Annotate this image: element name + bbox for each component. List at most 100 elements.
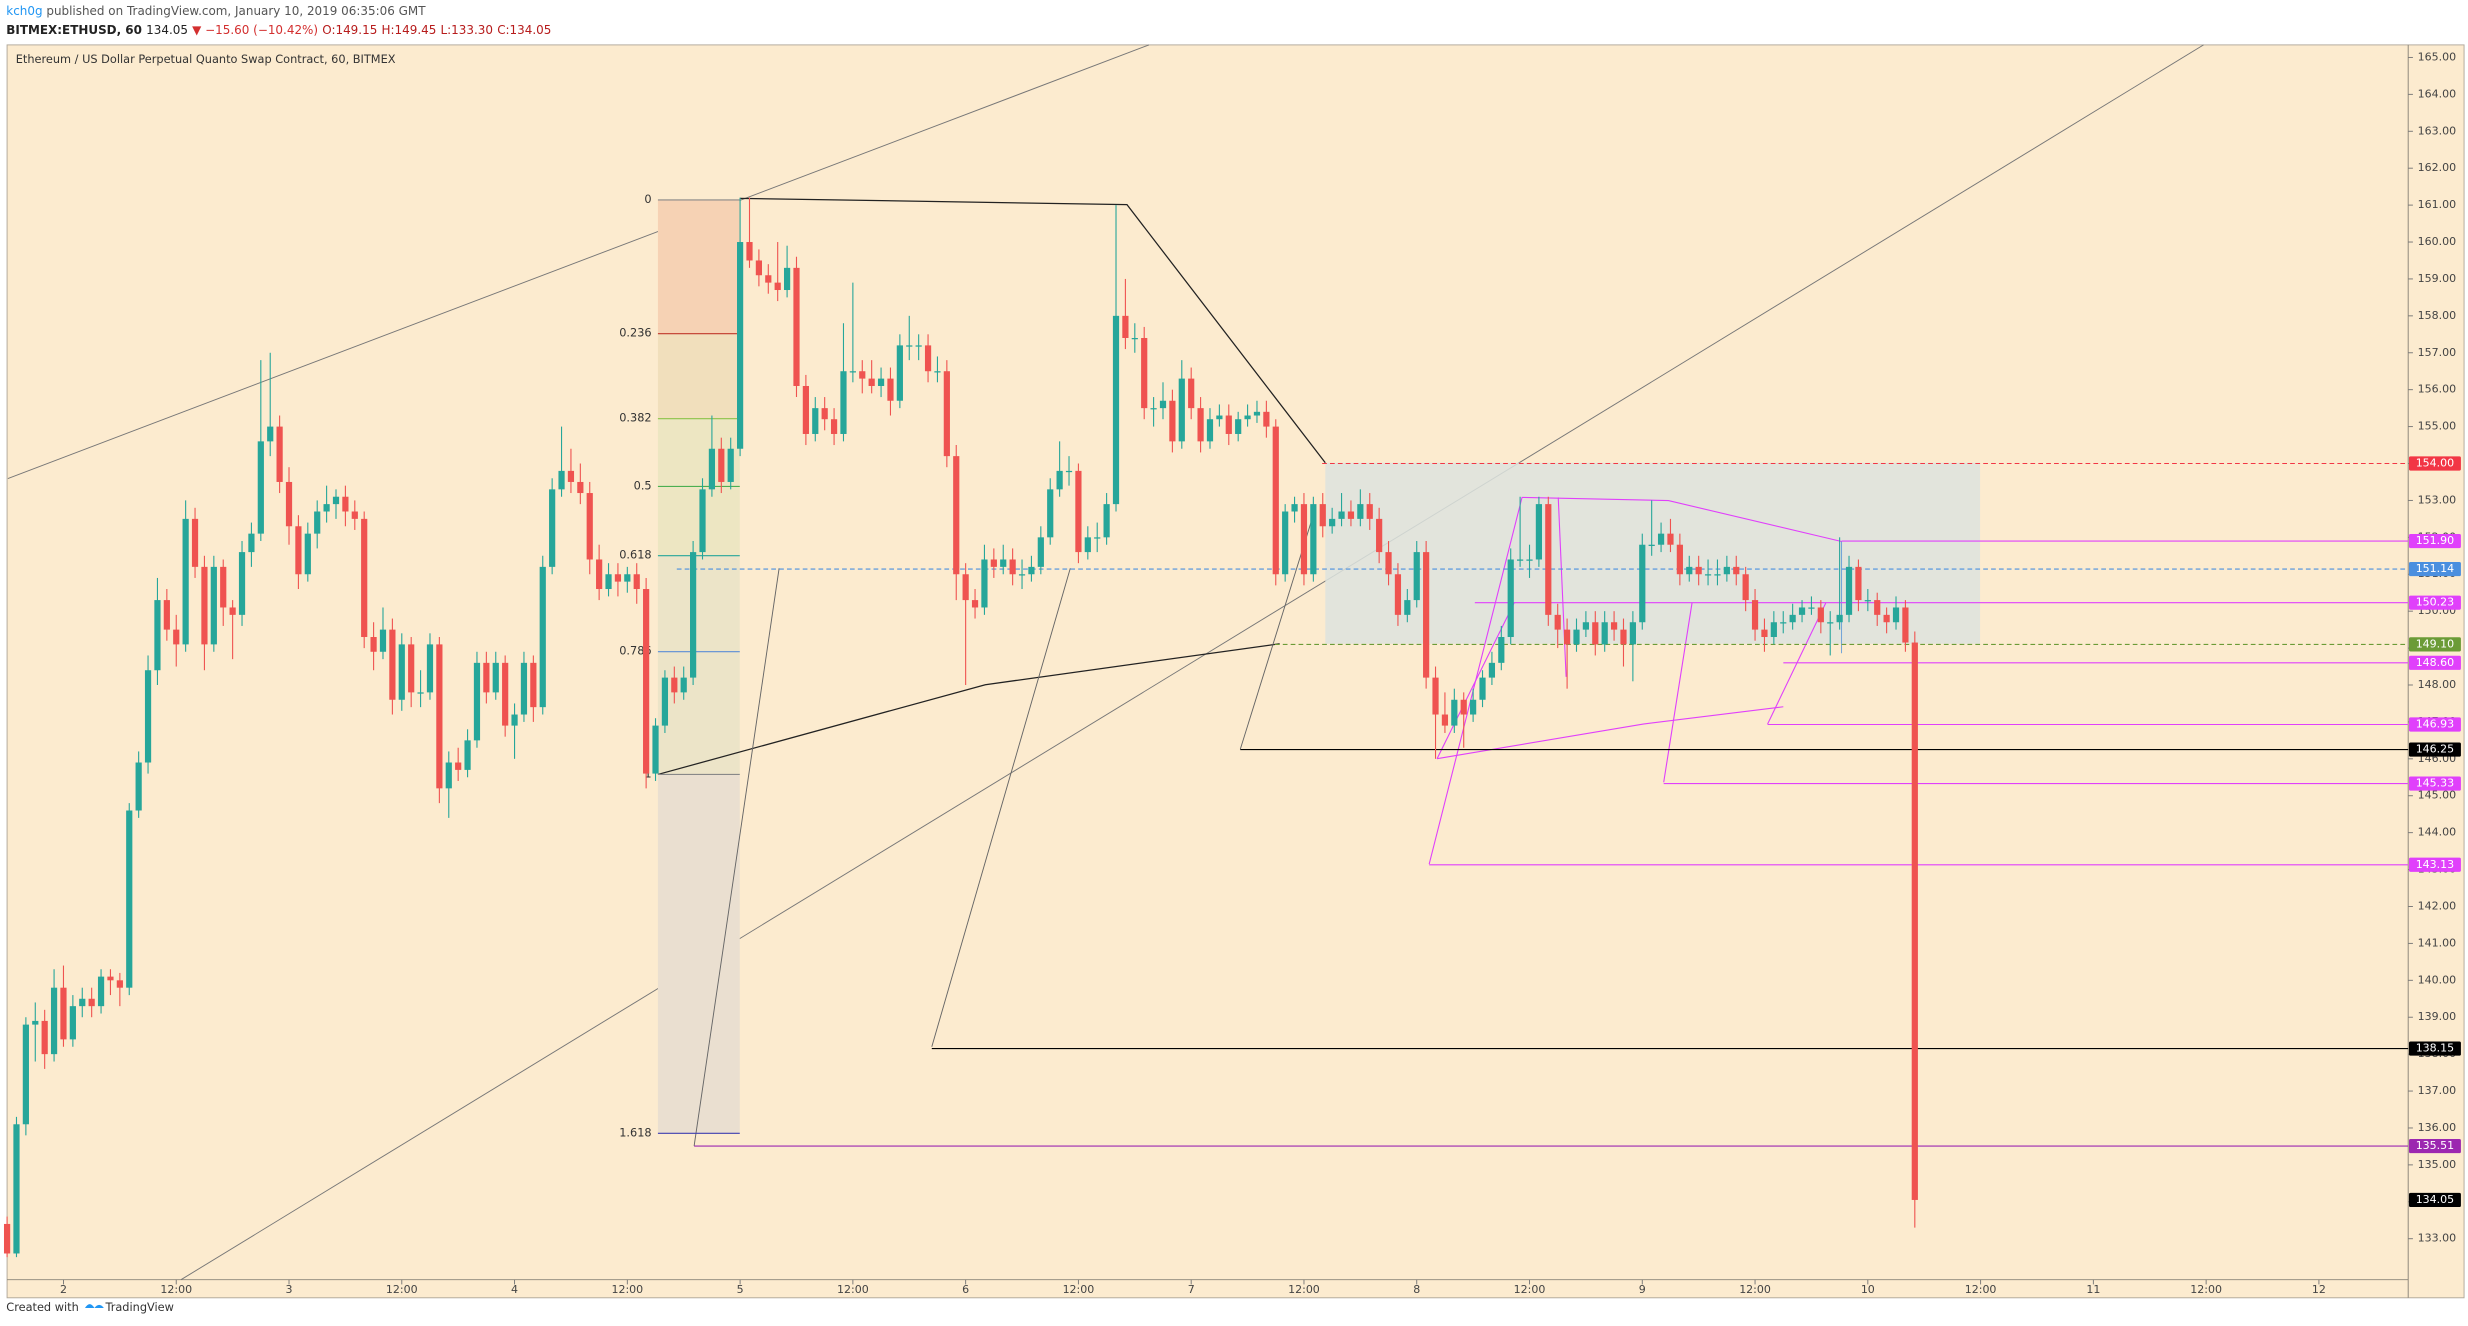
candle-body [502,662,509,726]
candle-body [1084,537,1091,553]
candle-body [1272,426,1279,575]
candle-body [1253,411,1261,416]
x-tick-label: 12:00 [837,1283,869,1296]
candle-body [1423,552,1430,678]
price-label: 148.60 [2416,656,2455,669]
candle-body [304,533,311,575]
candle-body [248,533,255,553]
candle-body [238,552,246,615]
fib-label: 0 [644,192,651,206]
candle-body [464,740,471,770]
candle-body [1470,699,1477,715]
candle-body [887,378,894,401]
footer-brand[interactable]: TradingView [104,1300,173,1314]
candle-body [1563,629,1571,645]
y-tick-label: 164.00 [2418,87,2457,100]
candle-body [793,267,800,386]
candle-body [1376,518,1383,553]
price-label: 146.93 [2416,717,2455,730]
candle-body [877,378,885,386]
candle-body [408,644,415,693]
price-label: 135.51 [2416,1139,2455,1152]
candle-body [1883,614,1890,623]
fib-label: 0.5 [634,478,652,492]
candle-body [1874,600,1881,615]
author[interactable]: kch0g [6,4,42,18]
price-label-bg [2408,595,2461,610]
price-label-bg [2408,1041,2461,1056]
published: published on TradingView.com, January 10… [46,4,426,18]
candle-body [1056,470,1063,490]
candle-body [859,371,866,379]
candle-body [1751,600,1759,630]
candle-body [643,589,650,774]
y-tick-label: 161.00 [2418,198,2457,211]
candle-body [1517,559,1524,561]
x-tick-label: 2 [60,1283,67,1296]
price-label-bg [2408,561,2461,577]
candle-body [1911,642,1918,1200]
candle-body [1366,504,1373,519]
price-label-bg [2408,857,2461,872]
x-tick-label: 12:00 [1063,1283,1095,1296]
y-tick-label: 156.00 [2418,383,2457,396]
candle-body [840,371,847,434]
candle-body [276,426,283,482]
candle-body [727,448,734,482]
candle-body [426,644,434,693]
candle-body [1047,489,1054,538]
candle-body [1902,607,1909,643]
candle-body [596,559,603,590]
chart-frame [6,44,2465,1299]
candle-body [455,762,462,770]
candle-body [50,987,58,1055]
candle-body [830,419,838,434]
candle-body [1498,637,1505,663]
candle-body [1827,622,1834,624]
candle-body [1892,607,1900,623]
candle-body [135,762,142,811]
candle-body [652,725,659,774]
candle-body [943,371,950,457]
x-tick-label: 3 [286,1283,293,1296]
candle-body [323,504,330,512]
candle-body [737,242,744,449]
candle-body [1667,533,1674,545]
y-tick-label: 160.00 [2418,235,2457,248]
header-line: kch0g published on TradingView.com, Janu… [6,4,426,18]
y-tick-label: 165.00 [2418,50,2457,63]
candle-body [1131,337,1138,340]
x-tick-label: 12:00 [386,1283,418,1296]
x-tick-label: 4 [511,1283,518,1296]
candle-body [1394,574,1402,615]
candle-body [267,426,274,442]
candle-body [1639,544,1646,623]
candle-body [1282,511,1289,575]
candle-body [1629,622,1636,645]
price-label: 151.14 [2416,562,2455,575]
candle-body [915,345,922,347]
candle-body [1009,559,1016,575]
candle-body [1723,566,1730,575]
x-tick-label: 11 [2086,1283,2100,1296]
y-tick-label: 140.00 [2418,973,2457,986]
candle-body [1357,504,1364,519]
candle-body [69,1006,76,1040]
chart-title: Ethereum / US Dollar Perpetual Quanto Sw… [16,52,396,66]
x-tick-label: 5 [737,1283,744,1296]
x-tick-label: 12:00 [160,1283,192,1296]
candle-body [1545,504,1552,615]
projection-line [1663,602,1693,783]
candle-body [849,371,856,373]
y-tick-label: 163.00 [2418,124,2457,137]
projection-line [931,568,1071,1047]
price-label: 154.00 [2416,457,2455,470]
symbol-line: BITMEX:ETHUSD, 60 134.05 ▼ −15.60 (−10.4… [6,22,551,36]
change: ▼ −15.60 (−10.42%) [192,22,318,36]
candle-body [116,980,123,988]
x-tick-label: 10 [1861,1283,1875,1296]
candle-body [680,677,687,693]
candle-body [1310,504,1317,575]
y-tick-label: 155.00 [2418,420,2457,433]
y-tick-label: 144.00 [2418,826,2457,839]
